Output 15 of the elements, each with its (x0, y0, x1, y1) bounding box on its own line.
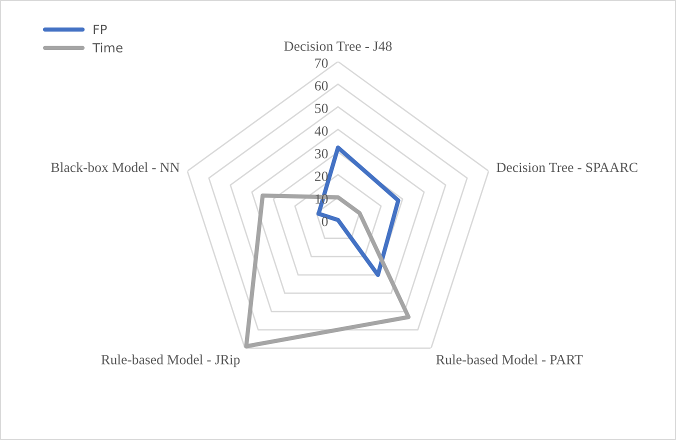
spoke-label: Decision Tree - J48 (284, 41, 392, 51)
y-tick-label: 50 (315, 104, 328, 114)
y-tick-label: 60 (314, 81, 328, 90)
spoke-label: Black-box Model - NN (51, 162, 180, 172)
y-tick-label: 0 (322, 216, 328, 226)
spoke-label: Rule-based Model - JRip (101, 354, 240, 368)
spoke-label: Decision Tree - SPAARC (496, 162, 638, 172)
y-tick-label: 70 (315, 58, 328, 68)
legend-label: Time (92, 42, 122, 52)
y-tick-label: 20 (315, 172, 328, 181)
y-tick-label: 10 (316, 194, 328, 204)
legend-label: FP (94, 24, 107, 34)
spoke-label: Rule-based Model - PART (436, 354, 583, 364)
y-tick-label: 30 (315, 148, 328, 158)
y-tick-label: 40 (314, 126, 328, 136)
